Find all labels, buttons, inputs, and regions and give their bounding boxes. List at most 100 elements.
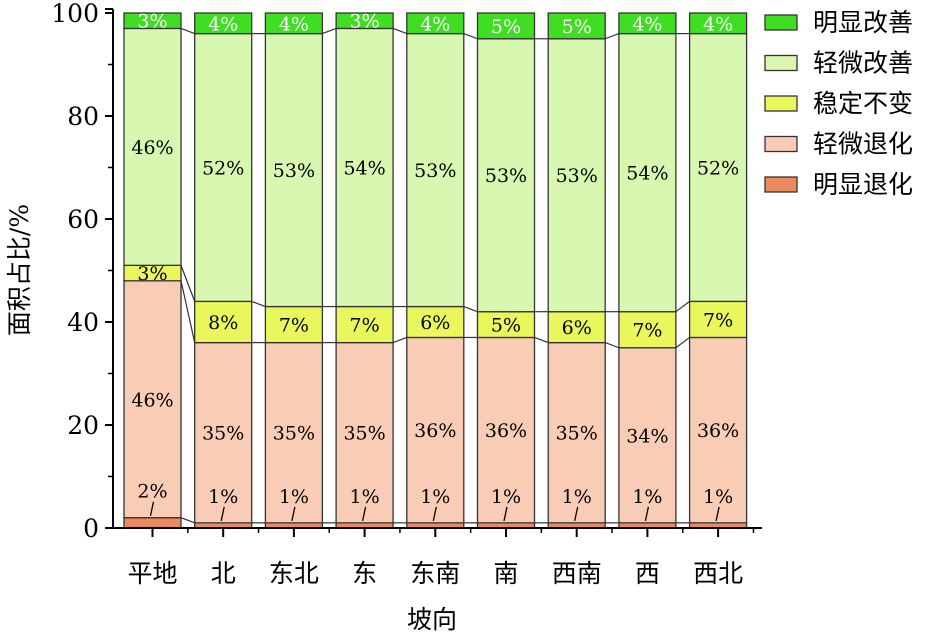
bar-segment [688,300,748,339]
data-label: 1% [491,486,521,508]
y-tick-label: 80 [67,102,99,131]
bar-segment [476,336,536,524]
data-label: 52% [697,158,739,180]
connector-line [463,33,478,40]
connector-line [180,280,196,343]
data-label: 5% [491,16,521,38]
data-label: 53% [414,160,456,182]
x-tick-label: 北 [211,559,236,588]
legend-swatch [764,95,798,112]
legend-item: 稳定不变 [764,89,913,118]
x-tick-label: 西 [635,559,660,588]
y-tick-label: 40 [67,308,99,337]
bar-segment [618,32,677,313]
connector-line [180,265,196,302]
connector-line [322,27,337,35]
data-label: 53% [273,160,315,182]
leader-line [432,506,437,521]
leader-line [574,506,579,521]
bar-segment [476,12,536,40]
bar-segment [264,32,324,308]
bar-segment [618,311,677,349]
data-label: 53% [485,165,527,187]
legend-label: 稳定不变 [813,89,913,118]
x-tick-label: 南 [493,559,518,588]
bar-segment [123,517,182,529]
bar-segment [547,38,606,313]
data-label: 54% [626,163,668,185]
x-tick-label: 东 [352,559,377,588]
bar-segment [335,305,394,344]
data-label: 6% [420,312,450,334]
data-label: 6% [562,317,592,339]
data-label: 5% [562,16,592,38]
bar-segment [335,341,394,524]
connector-line [675,300,690,313]
legend-item: 明显退化 [764,170,913,199]
y-tick-label: 20 [67,411,99,440]
data-label: 4% [703,13,733,35]
leader-line [361,506,367,521]
y-tick-label: 60 [67,205,99,234]
bar-segment [688,12,748,35]
x-axis-label: 坡向 [407,605,457,634]
data-label: 53% [556,165,598,187]
data-label: 1% [703,486,733,508]
data-label: 7% [350,315,380,337]
legend-swatch [764,54,798,72]
legend-item: 轻微退化 [764,130,913,159]
leader-line [149,501,155,516]
legend-swatch [764,176,798,193]
connector-line [392,27,408,35]
data-label: 7% [279,315,309,337]
data-label: 36% [485,420,527,442]
segment-labels: 2% 46% 3% 46% 3% 1% 35% 8% 52% 4% 1% 35% 7% 53% 4% 1% 35… [131,11,739,521]
data-label: 1% [562,486,592,508]
bar-segment [406,32,465,308]
bar-segment [688,336,748,524]
connector-line [180,27,195,35]
bar-segment [194,12,253,35]
data-label: 46% [131,137,173,159]
leader-line [644,506,650,521]
legend-label: 轻微退化 [813,130,913,159]
bar-segment [476,311,536,339]
bar-segment [476,38,536,313]
legend-swatch [764,14,798,31]
y-axis-label: 面积占比/% [5,204,34,336]
bar-segment [688,32,748,303]
data-label: 4% [279,13,309,35]
data-label: 1% [208,486,238,508]
axes: 0 20 40 60 80 100 平地 北 东北 东 东南 南 西南 西 西北 [51,0,762,588]
leader-line [503,506,508,521]
y-tick-label: 100 [51,0,99,28]
data-label: 7% [703,309,733,331]
bar-segment [618,347,677,524]
x-tick-label: 东北 [269,559,319,588]
bar-segment [335,12,394,30]
x-tick-label: 平地 [127,559,177,588]
data-label: 1% [350,486,380,508]
data-label: 3% [350,11,380,33]
bar-segment [406,336,465,524]
connector-line [604,342,620,349]
leader-line [715,506,720,521]
data-label: 1% [279,486,309,508]
connector-line [251,300,266,308]
data-label: 54% [343,158,385,180]
x-tick-label: 东南 [410,559,460,588]
data-label: 36% [414,420,456,442]
legend-label: 明显退化 [813,170,913,199]
bar-segment [547,311,606,344]
data-label: 7% [632,320,662,342]
connector-line [675,336,690,349]
connector-line [463,305,478,313]
data-label: 3% [137,11,167,33]
x-tick-label: 西南 [552,559,602,588]
leader-line [220,506,225,521]
legend-item: 轻微改善 [764,49,913,78]
legend-label: 明显改善 [813,8,913,37]
bar-segment [264,305,324,344]
data-label: 35% [343,423,385,445]
